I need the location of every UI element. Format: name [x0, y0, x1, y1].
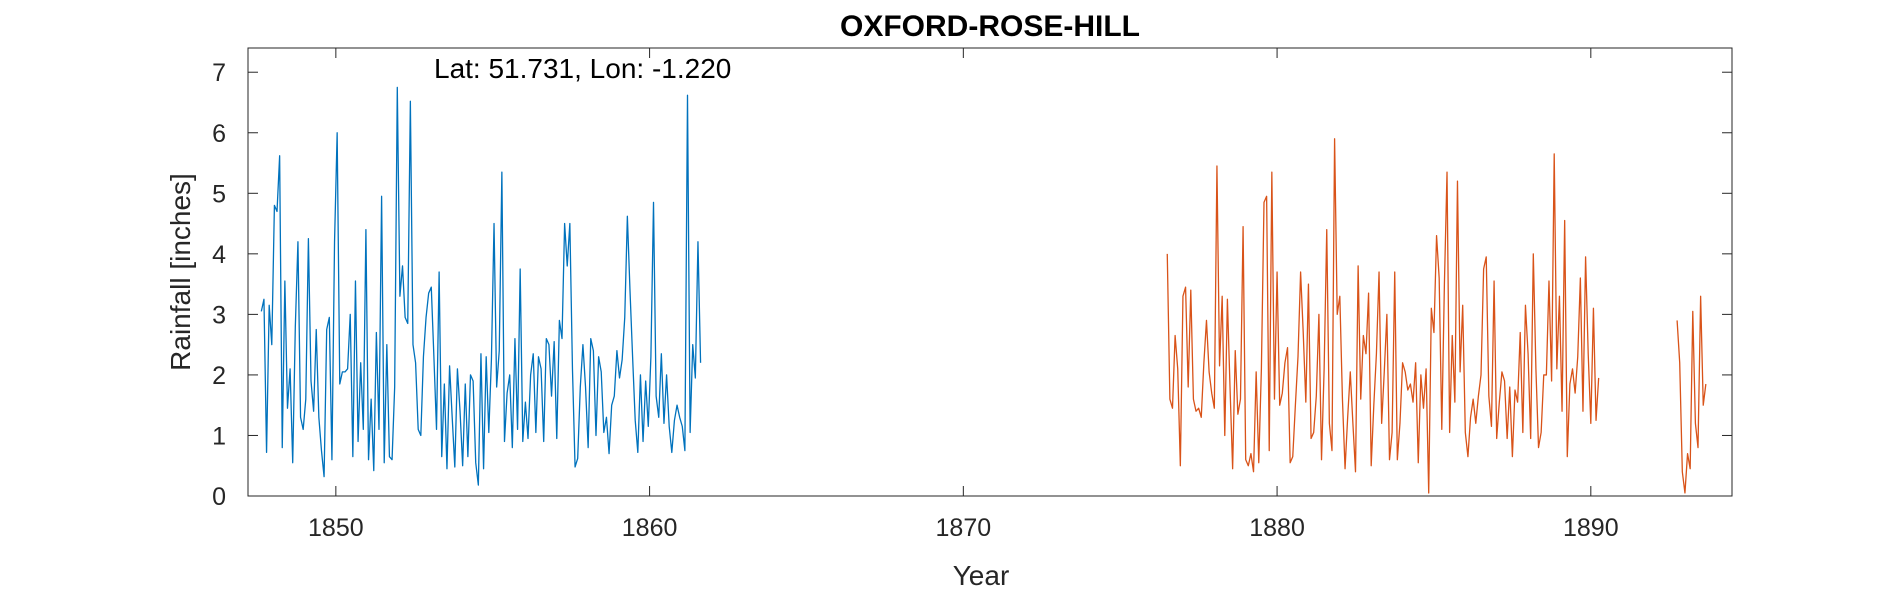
series-line-2 — [1166, 138, 1600, 494]
y-tick-label: 4 — [212, 241, 226, 269]
y-tick-label: 7 — [212, 59, 226, 87]
y-tick-label: 6 — [212, 120, 226, 148]
y-tick-label: 5 — [212, 180, 226, 208]
x-axis-label: Year — [953, 560, 1010, 591]
y-tick-label: 1 — [212, 422, 226, 450]
axes-group: 1850 1860 1870 1880 1890 0 1 2 3 4 5 6 7 — [212, 47, 1733, 542]
x-tick-label: 1860 — [622, 514, 678, 542]
y-tick-label: 0 — [212, 483, 226, 511]
chart-title: OXFORD-ROSE-HILL — [840, 10, 1140, 43]
series-line-1 — [260, 86, 702, 486]
x-tick-label: 1880 — [1249, 514, 1305, 542]
y-tick-label: 2 — [212, 362, 226, 390]
series-line-3 — [1676, 295, 1707, 494]
x-tick-label: 1870 — [936, 514, 992, 542]
axes-box — [247, 47, 1733, 497]
y-tick-label: 3 — [212, 301, 226, 329]
x-tick-label: 1890 — [1563, 514, 1619, 542]
y-axis-label: Rainfall [inches] — [165, 173, 196, 371]
location-annotation: Lat: 51.731, Lon: -1.220 — [434, 53, 731, 84]
series-group — [260, 86, 1707, 494]
x-tick-label: 1850 — [308, 514, 364, 542]
plot-area — [248, 48, 1732, 496]
